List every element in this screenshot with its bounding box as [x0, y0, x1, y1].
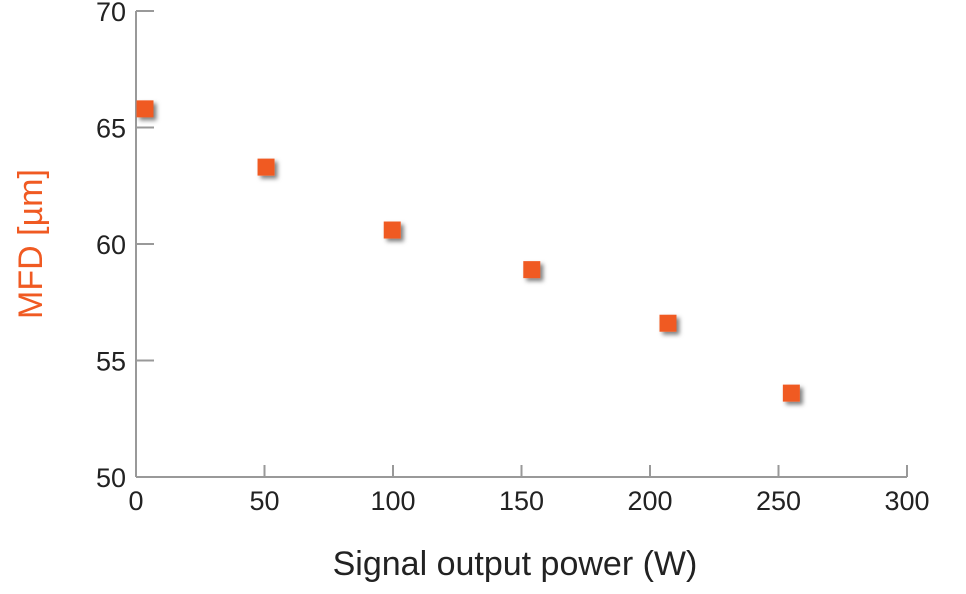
y-tick-label: 60	[96, 230, 126, 260]
x-tick-label: 250	[756, 486, 801, 516]
data-point	[257, 158, 275, 176]
x-tick-label: 150	[499, 486, 544, 516]
data-point	[523, 261, 541, 279]
data-point	[782, 384, 800, 402]
x-axis-label: Signal output power (W)	[333, 545, 698, 583]
data-point	[659, 314, 677, 332]
y-tick-label: 65	[96, 114, 126, 144]
data-point	[136, 100, 154, 118]
x-tick-label: 50	[249, 486, 279, 516]
x-tick-label: 0	[128, 486, 143, 516]
y-axis-label: MFD [µm]	[12, 169, 50, 319]
x-tick-label: 300	[884, 486, 929, 516]
x-tick-label: 100	[370, 486, 415, 516]
y-tick-label: 70	[96, 0, 126, 27]
y-tick-label: 55	[96, 347, 126, 377]
y-tick-label: 50	[96, 463, 126, 493]
data-points	[136, 100, 800, 402]
data-point	[383, 221, 401, 239]
x-tick-label: 200	[627, 486, 672, 516]
